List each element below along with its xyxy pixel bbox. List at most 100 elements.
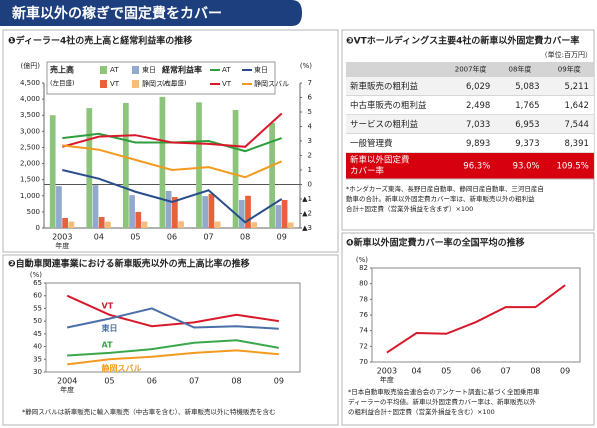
series-label: VT (102, 301, 114, 310)
y-tick-label: 3,500 (20, 111, 40, 119)
cell: 2,498 (466, 101, 490, 111)
legend-swatch (132, 80, 139, 88)
bar (86, 108, 93, 228)
cell: 6,029 (466, 82, 490, 92)
legend-label: 静岡スバル (142, 79, 177, 88)
plot-frame (45, 282, 301, 373)
row-label: 中古車販売の粗利益 (350, 100, 427, 111)
cell: 93.0% (513, 162, 540, 172)
legend-swatch (100, 66, 107, 74)
legend-title: 経常利益率 (162, 65, 202, 75)
y-tick-label: 45 (33, 330, 42, 338)
legend-label: VT (222, 80, 232, 88)
bar (68, 221, 75, 228)
line (66, 307, 279, 330)
bar (135, 211, 142, 228)
highlight-row (346, 153, 594, 179)
y-tick-label: 55 (33, 304, 42, 312)
series-label: 静岡スバル (102, 363, 142, 373)
y-tick-label: 1,000 (20, 192, 40, 200)
bar (178, 221, 184, 228)
y-tick-label: 4,500 (20, 79, 40, 87)
x-tick-label: 07 (501, 367, 511, 376)
row-label: カバー率 (350, 166, 385, 177)
table-header-bg (346, 62, 594, 77)
cell: 1,642 (565, 101, 589, 111)
y-tick-label: 40 (33, 343, 42, 351)
y-tick-label: 0 (36, 224, 40, 232)
plot-frame (371, 267, 581, 363)
series-label: AT (102, 340, 114, 349)
cell: 109.5% (556, 162, 588, 172)
line (386, 284, 566, 354)
y-tick-label: 1,500 (20, 176, 40, 184)
legend-swatch (132, 66, 139, 74)
bar (214, 221, 221, 228)
bar (129, 195, 135, 228)
legend-note: (右目盛) (162, 78, 187, 87)
x-unit: 年度 (55, 241, 69, 250)
y-tick-label: 50 (33, 317, 42, 325)
note: 動車の合計。新車以外固定費カバー率は、新車販売以外の粗利益 (346, 194, 535, 203)
legend-label: AT (110, 66, 119, 74)
y-tick-label: 78 (359, 295, 368, 303)
legend-label: 静岡スバル (254, 79, 289, 88)
y-tick-label: 3 (308, 137, 312, 145)
bar (202, 196, 209, 228)
note: ディーラーの平均値。新車以外固定費カバー率は、新車販売以外 (348, 397, 537, 406)
y-unit: (億円) (21, 61, 41, 70)
y-tick-label: 82 (359, 264, 368, 272)
y-tick-label: 4 (308, 123, 313, 131)
y-tick-label: 6 (308, 94, 313, 102)
y-tick-label: 0 (308, 181, 312, 189)
legend-note: (左目盛) (50, 78, 75, 87)
y-tick-label: 2,000 (20, 160, 40, 168)
y-tick-label: 70 (359, 358, 368, 366)
x-tick-label: 06 (147, 377, 157, 386)
y-tick-label: 80 (359, 280, 368, 288)
x-tick-label: 08 (530, 367, 540, 376)
y-tick-label: 2 (308, 152, 312, 160)
row-label: 新車販売の粗利益 (350, 81, 419, 92)
bar (159, 96, 166, 228)
bar (281, 199, 288, 228)
y-tick-label: 4,000 (20, 95, 40, 103)
y-tick-label: ▲1 (302, 195, 312, 203)
bar (269, 122, 275, 228)
cell: 96.3% (463, 162, 490, 172)
x-tick-label: 04 (94, 233, 104, 242)
chart-title: ❹新車以外固定費カバー率の全国平均の推移 (346, 237, 525, 249)
legend-label: 東日 (142, 65, 156, 74)
x-tick-label: 06 (471, 367, 481, 376)
y-tick-label: 7 (308, 79, 312, 87)
y-tick-label: ▲3 (302, 224, 312, 232)
bar (275, 205, 282, 228)
y-tick-label: 500 (27, 208, 40, 216)
x-tick-label: 09 (560, 367, 570, 376)
bar (62, 218, 69, 228)
cell: 8,391 (565, 139, 589, 149)
x-tick-label: 05 (441, 367, 451, 376)
row-label: 一般管理費 (350, 138, 393, 149)
column-header: 09年度 (558, 65, 581, 74)
x-tick-label: 05 (104, 377, 114, 386)
x-tick-label: 08 (240, 233, 250, 242)
bar (165, 190, 172, 228)
panel-frame (341, 29, 595, 231)
cell: 1,765 (515, 101, 539, 111)
bar (208, 193, 215, 228)
x-tick-label: 2003 (377, 367, 397, 376)
x-unit: 年度 (60, 385, 74, 394)
x-tick-label: 06 (167, 233, 177, 242)
y-unit: (%) (30, 271, 42, 279)
bar (287, 222, 294, 228)
y-unit: (%) (356, 256, 368, 264)
column-header: 08年度 (508, 65, 531, 74)
series-label: 東日 (102, 323, 118, 333)
table-title: ❸VTホールディングス主要4社の新車以外固定費カバー率 (346, 35, 579, 47)
bar (172, 197, 178, 228)
x-tick-label: 2003 (52, 233, 72, 242)
y-tick-label: 60 (33, 292, 42, 300)
page-title: 新車以外の稼ぎで固定費をカバー (12, 5, 222, 22)
